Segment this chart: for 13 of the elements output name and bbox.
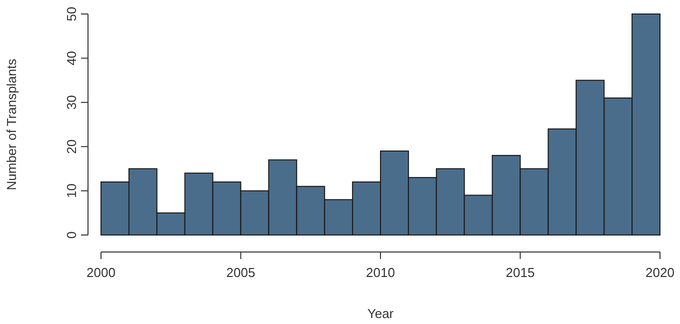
- x-tick-label: 2015: [506, 265, 535, 280]
- x-tick-label: 2000: [86, 265, 116, 280]
- x-tick-label: 2010: [366, 265, 395, 280]
- y-tick-label: 30: [64, 95, 79, 110]
- y-axis-title: Number of Transplants: [4, 58, 19, 190]
- y-tick-label: 40: [64, 50, 79, 66]
- x-tick-label: 2020: [646, 265, 674, 280]
- y-tick-label: 20: [64, 139, 79, 154]
- y-tick-label: 50: [64, 6, 79, 22]
- y-tick-label: 10: [64, 184, 79, 198]
- x-tick-label: 2005: [226, 265, 256, 280]
- y-tick-label: 0: [64, 231, 79, 239]
- x-axis-title: Year: [367, 306, 394, 321]
